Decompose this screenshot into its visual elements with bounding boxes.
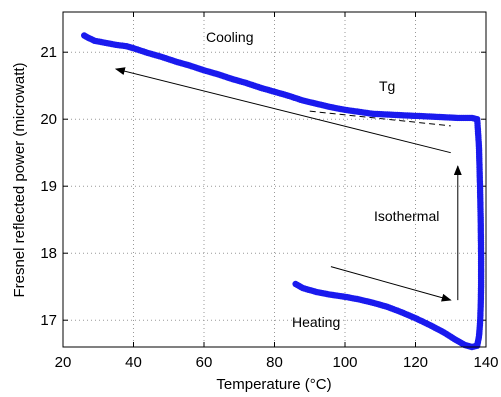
y-tick-label: 19 xyxy=(40,178,57,195)
annotation-tg: Tg xyxy=(379,78,395,94)
y-tick-label: 20 xyxy=(40,111,57,128)
cooling-arrow xyxy=(114,67,451,154)
y-tick-label: 18 xyxy=(40,245,57,262)
x-axis-title: Temperature (°C) xyxy=(216,376,331,393)
annotation-cooling: Cooling xyxy=(206,29,253,45)
x-tick-label: 100 xyxy=(332,354,357,371)
guides xyxy=(114,67,462,302)
tg-tangent-line xyxy=(309,110,451,127)
data-point xyxy=(292,280,299,288)
x-tick-label: 20 xyxy=(55,354,72,371)
axis-ticks: 20 40 60 80 100 120 140 17 18 19 20 21 xyxy=(40,12,499,371)
x-tick-label: 40 xyxy=(125,354,142,371)
annotation-isothermal: Isothermal xyxy=(374,208,439,224)
heating-arrow xyxy=(330,266,452,302)
y-axis-title: Fresnel reflected power (microwatt) xyxy=(11,62,28,297)
x-tick-label: 80 xyxy=(266,354,283,371)
y-tick-label: 21 xyxy=(40,44,57,61)
x-tick-label: 60 xyxy=(196,354,213,371)
plot-frame xyxy=(62,11,487,348)
data-layer xyxy=(81,32,485,351)
annotation-heating: Heating xyxy=(292,314,340,330)
x-tick-label: 140 xyxy=(473,354,498,371)
plot-area xyxy=(63,12,486,347)
y-tick-label: 17 xyxy=(40,312,57,329)
x-tick-label: 120 xyxy=(403,354,428,371)
